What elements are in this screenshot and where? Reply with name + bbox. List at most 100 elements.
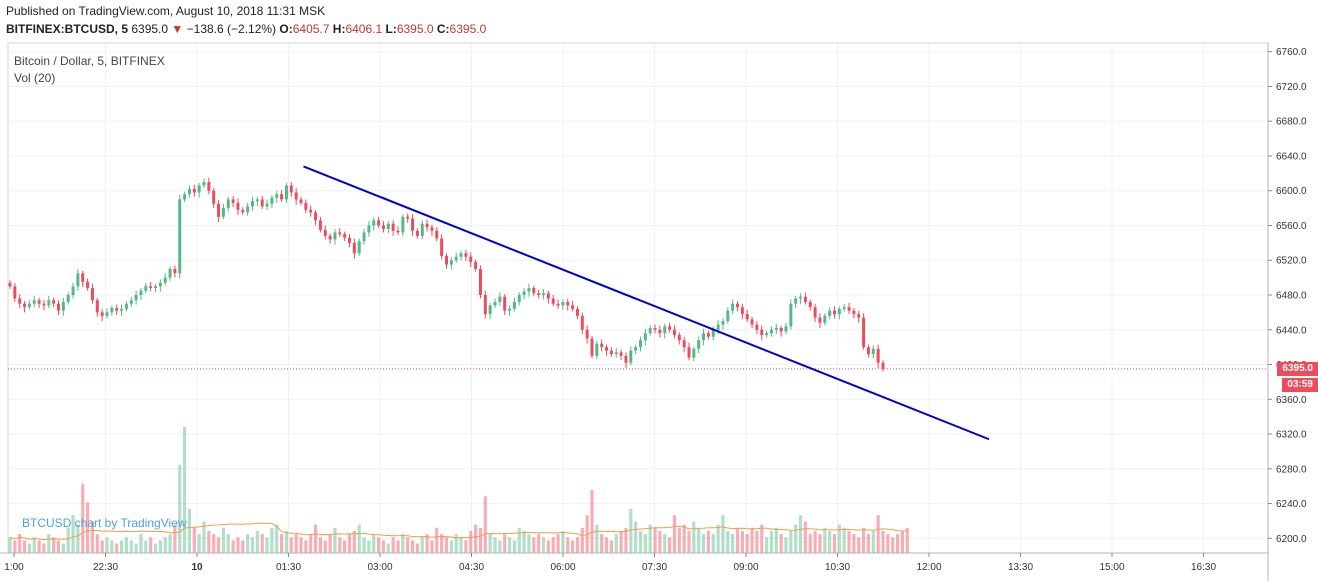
candle-body	[129, 300, 133, 304]
candle	[575, 306, 579, 320]
candle-body	[609, 350, 613, 355]
volume-bar	[226, 534, 230, 553]
candle-body	[449, 260, 453, 265]
candle-body	[168, 268, 172, 278]
volume-bar	[115, 543, 119, 553]
candle	[221, 203, 225, 220]
candle-body	[784, 326, 788, 332]
volume-bar	[648, 524, 652, 553]
candle-body	[154, 286, 157, 289]
volume-bar	[716, 524, 720, 553]
volume-bar	[347, 534, 352, 553]
candle-body	[173, 268, 177, 274]
candle	[537, 289, 541, 299]
volume-bar	[294, 534, 298, 553]
candle-body	[789, 303, 793, 327]
volume-bar	[284, 530, 289, 553]
candle	[512, 297, 516, 312]
volume-bar	[493, 537, 497, 553]
change-value: −138.6 (−2.12%)	[186, 22, 277, 36]
candle	[314, 209, 318, 226]
legend-series: Bitcoin / Dollar, 5, BITFINEX	[14, 54, 165, 68]
candle	[158, 279, 162, 292]
volume-bar	[459, 537, 463, 553]
volume-bar	[357, 524, 361, 553]
volume-bar	[444, 537, 449, 553]
time-axis[interactable]: 1:00 22:30 10 01:30 03:00 04:30 06:00 07:30 09:0…	[0, 552, 1268, 573]
x-tick-label: 03:00	[367, 562, 392, 573]
candle-body	[653, 328, 657, 330]
volume-bar	[343, 540, 347, 553]
candle-body	[619, 352, 623, 356]
candle-body	[527, 288, 531, 292]
candle	[372, 217, 376, 231]
volume-bar	[735, 527, 740, 553]
candle-body	[415, 230, 419, 236]
candle	[527, 283, 531, 297]
candle-body	[100, 312, 104, 316]
candle-body	[692, 348, 696, 358]
volume-bar	[323, 540, 327, 553]
candle-body	[386, 223, 390, 229]
volume-bar	[803, 521, 807, 553]
volume-bar	[677, 527, 681, 553]
candle	[731, 299, 735, 315]
candle	[813, 303, 817, 322]
candle	[736, 301, 739, 312]
volume-bar	[246, 534, 250, 553]
candle	[27, 300, 31, 310]
volume-bar	[420, 537, 424, 553]
candle	[149, 281, 153, 292]
volume-bar	[740, 530, 744, 553]
watermark[interactable]: BTCUSD chart by TradingView	[22, 516, 187, 530]
candle	[668, 322, 672, 333]
candle	[692, 346, 696, 362]
candle	[847, 302, 851, 315]
candle	[37, 297, 41, 309]
volume-bar	[619, 530, 623, 553]
candle	[580, 312, 584, 335]
volume-bar	[837, 524, 841, 553]
candle	[280, 189, 284, 203]
candle-body	[212, 190, 216, 204]
y-tick-label: 6520.0	[1276, 256, 1307, 267]
volume-bar	[27, 543, 31, 553]
candle	[449, 256, 453, 270]
candle-body	[76, 273, 80, 287]
candle-body	[648, 328, 652, 334]
x-tick-label: 15:00	[1099, 562, 1124, 573]
candle-body	[231, 199, 235, 203]
candle	[173, 265, 177, 278]
candle-body	[687, 347, 691, 358]
legend: Bitcoin / Dollar, 5, BITFINEX Vol (20)	[14, 54, 165, 88]
volume-bar	[61, 543, 65, 553]
volume-bar	[386, 543, 390, 553]
candle-body	[425, 223, 429, 228]
candle	[139, 288, 143, 301]
volume-bar	[8, 537, 12, 553]
volume-bar	[275, 524, 279, 553]
candle	[808, 299, 812, 311]
candle-body	[522, 291, 526, 295]
price-axis[interactable]: 6200.06240.06280.06320.06360.06400.06440…	[1267, 43, 1307, 581]
x-tick-label: 1:00	[4, 562, 24, 573]
candle-body	[251, 201, 254, 207]
volume-bar	[241, 540, 245, 553]
volume-bar	[668, 537, 672, 553]
volume-bar	[13, 540, 17, 553]
x-tick-label: 13:30	[1008, 562, 1033, 573]
volume-bar	[197, 534, 201, 553]
candle-body	[318, 220, 322, 230]
volume-bar	[236, 537, 240, 553]
candle-body	[542, 293, 545, 295]
candle	[202, 178, 206, 189]
candle	[658, 325, 662, 338]
last-price-tag: 6395.0	[1277, 361, 1318, 376]
candle	[799, 293, 803, 304]
candle	[168, 266, 172, 282]
volume-bar	[823, 527, 827, 553]
volume-bar	[158, 540, 162, 553]
candle-body	[299, 199, 303, 203]
y-tick-label: 6280.0	[1276, 464, 1307, 475]
